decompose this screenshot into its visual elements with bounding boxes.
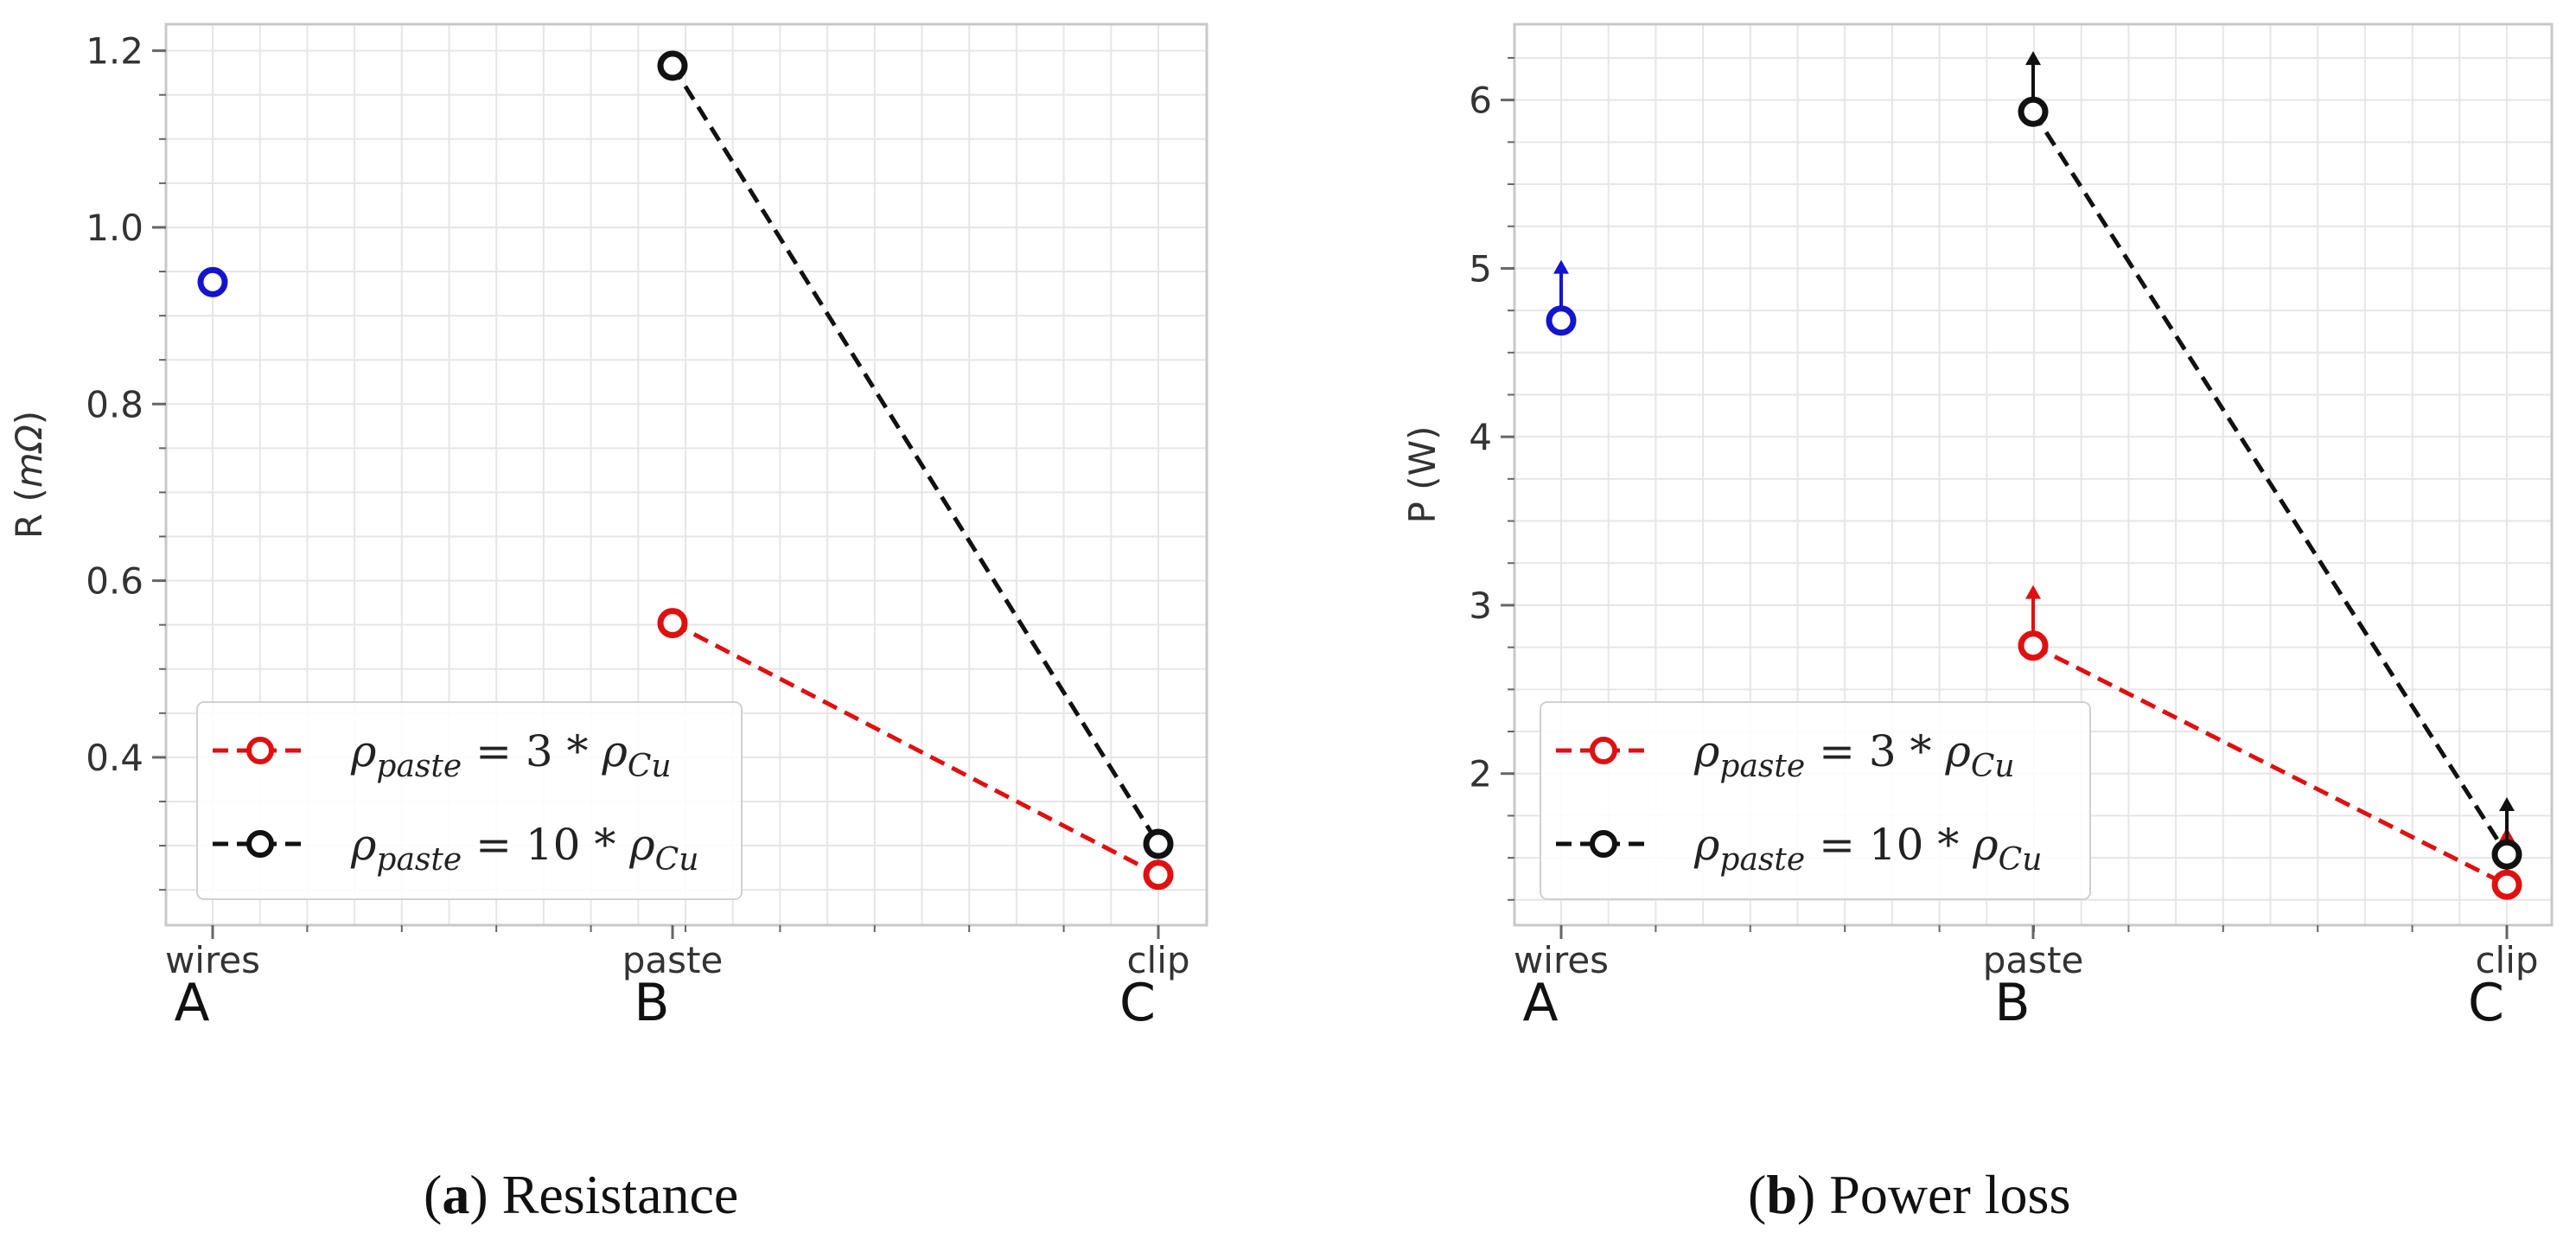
x-tick-label: clip <box>1126 939 1189 981</box>
legend-rho: ρ <box>1693 726 1720 776</box>
x-tick-label: clip <box>2475 939 2538 981</box>
caption-b: (b) Power loss <box>1748 1164 2071 1225</box>
legend-rho: ρ <box>350 726 377 776</box>
legend-sub: paste <box>1719 842 1805 878</box>
legend-eq: = 10 * <box>462 820 629 870</box>
legend-sub: paste <box>1719 749 1805 784</box>
legend-sub: paste <box>376 842 462 878</box>
legend-rho: ρ <box>628 820 655 870</box>
legend-sub: Cu <box>1999 842 2043 878</box>
legend-rho: ρ <box>1944 726 1971 776</box>
chart-resistance: 0.40.60.81.01.2R (mΩ)wiresApasteBclipCρp… <box>8 22 1208 1033</box>
legend-label: ρpaste = 3 * ρCu <box>350 726 672 784</box>
data-point <box>197 266 228 297</box>
legend-sub: Cu <box>628 749 672 784</box>
legend-rho: ρ <box>350 820 377 870</box>
series-line <box>671 621 1160 877</box>
y-tick-label: 3 <box>1469 584 1492 627</box>
y-axis-label-text: P (W) <box>1401 426 1444 524</box>
series-line <box>670 64 1161 846</box>
markers <box>1546 96 2522 900</box>
legend-marker <box>1590 830 1617 858</box>
legend-label: ρpaste = 3 * ρCu <box>1693 726 2015 784</box>
legend-item: ρpaste = 10 * ρCu <box>213 820 698 878</box>
legend-label: ρpaste = 10 * ρCu <box>350 820 698 878</box>
legend-eq: = 3 * <box>462 726 602 776</box>
y-tick-label: 1.2 <box>86 30 143 73</box>
y-axis-label-close: ) <box>8 411 50 425</box>
legend-item: ρpaste = 3 * ρCu <box>213 726 672 784</box>
legend-rho: ρ <box>1972 820 1999 870</box>
legend-eq: = 3 * <box>1805 726 1945 776</box>
y-axis-label: P (W) <box>1401 426 1444 524</box>
data-point <box>657 50 688 81</box>
data-point <box>2018 96 2049 127</box>
x-letter-label: A <box>1522 973 1558 1033</box>
y-tick-label: 0.4 <box>86 737 143 779</box>
legend-item: ρpaste = 10 * ρCu <box>1556 820 2042 878</box>
markers <box>197 50 1174 891</box>
legend-marker <box>1590 737 1617 764</box>
legend-item: ρpaste = 3 * ρCu <box>1556 726 2015 784</box>
y-tick-label: 4 <box>1469 416 1492 458</box>
data-point <box>1143 828 1174 859</box>
legend-sub: Cu <box>1971 749 2015 784</box>
y-axis-label: R (mΩ) <box>8 411 50 539</box>
arrow-head <box>2025 51 2041 66</box>
x-letter-label: B <box>634 973 669 1033</box>
data-point <box>1143 859 1174 891</box>
y-tick-label: 0.6 <box>86 560 143 603</box>
arrow-head <box>2025 584 2041 599</box>
series <box>2031 110 2509 887</box>
data-point <box>2018 630 2049 661</box>
legend-box <box>196 701 743 900</box>
legend-rho: ρ <box>601 726 628 776</box>
data-point <box>1546 305 1577 336</box>
legend-marker <box>246 830 274 858</box>
data-point <box>2491 869 2522 900</box>
caption-a: (a) Resistance <box>424 1164 739 1225</box>
series-line <box>2031 110 2509 856</box>
y-tick-label: 1.0 <box>86 207 143 249</box>
series-line <box>2031 643 2509 887</box>
legend-marker <box>246 737 274 764</box>
x-tick-label: paste <box>1983 939 2084 981</box>
caption-b-letter: b <box>1766 1164 1797 1225</box>
caption-a-text: Resistance <box>501 1164 739 1225</box>
legend-sub: paste <box>376 749 462 784</box>
x-letter-label: C <box>1119 973 1156 1033</box>
series <box>670 64 1161 877</box>
x-letter-label: C <box>2468 973 2504 1033</box>
y-tick-label: 6 <box>1469 80 1492 122</box>
legend-rho: ρ <box>1693 820 1720 870</box>
y-axis: 0.4 0.6 0.8 1.0 1.2 <box>86 30 166 891</box>
y-axis: 2 3 4 5 6 <box>1469 56 1514 901</box>
arrow-head <box>1553 259 1569 274</box>
arrow-head <box>2499 796 2515 811</box>
y-tick-label: 5 <box>1469 247 1492 290</box>
legend-sub: Cu <box>655 842 699 878</box>
x-letter-label: B <box>1994 973 2030 1033</box>
caption-a-letter: a <box>442 1164 470 1225</box>
data-point <box>657 608 688 639</box>
legend-eq: = 10 * <box>1805 820 1973 870</box>
legend-box <box>1540 701 2091 900</box>
x-letter-label: A <box>174 973 209 1033</box>
x-tick-label: wires <box>1514 939 1609 981</box>
legend-label: ρpaste = 10 * ρCu <box>1693 820 2042 878</box>
x-tick-label: wires <box>165 939 260 981</box>
y-tick-label: 2 <box>1469 753 1492 795</box>
y-axis-label-unit: mΩ <box>8 425 50 488</box>
y-axis-label-text: R ( <box>8 488 50 539</box>
x-tick-label: paste <box>622 939 724 981</box>
caption-b-text: Power loss <box>1829 1164 2071 1225</box>
data-point <box>2491 839 2522 870</box>
y-tick-label: 0.8 <box>86 383 143 425</box>
